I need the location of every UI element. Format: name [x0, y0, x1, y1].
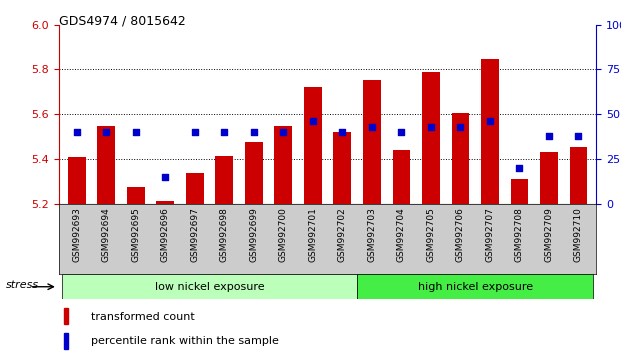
Point: [101, 129, 111, 135]
Bar: [363, 80, 381, 204]
Text: GSM992705: GSM992705: [427, 207, 435, 262]
Point: [72, 129, 82, 135]
Point: [131, 129, 141, 135]
Bar: [156, 201, 174, 204]
Text: GSM992701: GSM992701: [308, 207, 317, 262]
Bar: [65, 308, 68, 324]
Point: [308, 119, 318, 124]
Bar: [481, 59, 499, 204]
Bar: [62, 274, 357, 299]
Text: GSM992700: GSM992700: [279, 207, 288, 262]
Bar: [65, 333, 68, 348]
Text: GSM992710: GSM992710: [574, 207, 583, 262]
Point: [455, 124, 465, 130]
Bar: [186, 173, 204, 204]
Point: [337, 129, 347, 135]
Bar: [510, 179, 528, 204]
Point: [278, 129, 288, 135]
Bar: [392, 150, 410, 204]
Text: low nickel exposure: low nickel exposure: [155, 282, 265, 292]
Bar: [357, 274, 593, 299]
Text: high nickel exposure: high nickel exposure: [417, 282, 533, 292]
Bar: [422, 72, 440, 204]
Text: GSM992693: GSM992693: [72, 207, 81, 262]
Point: [190, 129, 200, 135]
Point: [426, 124, 436, 130]
Point: [485, 119, 495, 124]
Point: [219, 129, 229, 135]
Text: GDS4974 / 8015642: GDS4974 / 8015642: [59, 14, 186, 27]
Point: [573, 133, 583, 138]
Text: GSM992702: GSM992702: [338, 207, 347, 262]
Bar: [333, 132, 351, 204]
Text: GSM992706: GSM992706: [456, 207, 465, 262]
Text: GSM992699: GSM992699: [249, 207, 258, 262]
Bar: [274, 126, 292, 204]
Point: [396, 129, 406, 135]
Bar: [97, 126, 115, 204]
Text: GSM992694: GSM992694: [102, 207, 111, 262]
Bar: [245, 142, 263, 204]
Text: percentile rank within the sample: percentile rank within the sample: [91, 336, 279, 346]
Text: GSM992704: GSM992704: [397, 207, 406, 262]
Text: GSM992707: GSM992707: [486, 207, 494, 262]
Text: transformed count: transformed count: [91, 312, 195, 322]
Point: [160, 174, 170, 179]
Bar: [127, 187, 145, 204]
Text: stress: stress: [6, 280, 39, 290]
Point: [367, 124, 377, 130]
Point: [544, 133, 554, 138]
Text: GSM992708: GSM992708: [515, 207, 524, 262]
Bar: [68, 156, 86, 204]
Text: GSM992697: GSM992697: [190, 207, 199, 262]
Bar: [569, 147, 587, 204]
Point: [514, 165, 524, 171]
Point: [249, 129, 259, 135]
Text: GSM992703: GSM992703: [368, 207, 376, 262]
Bar: [451, 113, 469, 204]
Text: GSM992695: GSM992695: [131, 207, 140, 262]
Bar: [304, 87, 322, 204]
Text: GSM992709: GSM992709: [545, 207, 553, 262]
Text: GSM992696: GSM992696: [161, 207, 170, 262]
Text: GSM992698: GSM992698: [220, 207, 229, 262]
Bar: [215, 155, 233, 204]
Bar: [540, 152, 558, 204]
